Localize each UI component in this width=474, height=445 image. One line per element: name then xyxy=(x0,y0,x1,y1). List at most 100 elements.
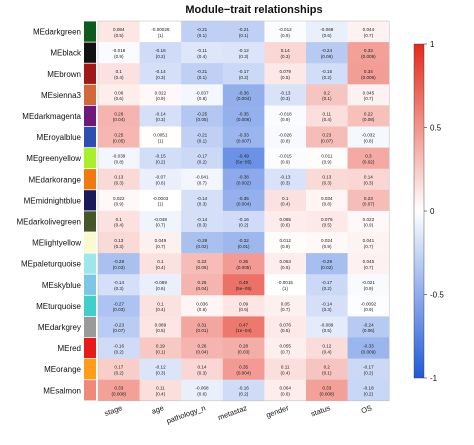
cell-pvalue-label: (0.7) xyxy=(280,349,290,354)
column-label: age xyxy=(150,403,165,416)
heatmap-cell xyxy=(98,126,140,148)
cell-correlation-label: 0.022 xyxy=(113,196,125,201)
colorbar: 1 0.5 0 -0.5 -1 xyxy=(413,40,444,383)
cell-pvalue-label: (0.4) xyxy=(114,75,124,80)
row-label: MEred xyxy=(57,344,81,353)
heatmap-cell xyxy=(139,253,182,275)
cell-pvalue-label: (0.07) xyxy=(113,328,125,333)
heatmap-cell xyxy=(139,105,182,127)
cell-pvalue-label: (0.8) xyxy=(364,138,374,143)
cell-correlation-label: -0.29 xyxy=(322,259,333,264)
heatmap-cell xyxy=(181,210,224,233)
heatmap-cell xyxy=(347,42,390,64)
cell-pvalue-label: (0.8) xyxy=(114,159,124,164)
module-color-swatch xyxy=(84,274,96,295)
module-color-swatch xyxy=(84,126,96,148)
cell-pvalue-label: (0.3) xyxy=(197,223,207,228)
module-color-swatch xyxy=(84,148,96,169)
cell-correlation-label: -0.12 xyxy=(238,48,249,53)
cell-correlation-label: -0.21 xyxy=(197,27,208,32)
cell-pvalue-label: (0.06) xyxy=(196,265,208,270)
cell-correlation-label: 0.26 xyxy=(198,343,207,348)
cell-correlation-label: 0.063 xyxy=(279,259,291,264)
cell-correlation-label: -0.38 xyxy=(238,175,249,180)
cell-correlation-label: 0.1 xyxy=(282,196,289,201)
cell-pvalue-label: (0.1) xyxy=(197,33,207,38)
cell-correlation-label: -0.068 xyxy=(195,386,208,391)
row-label: MEgreenyellow xyxy=(26,154,81,163)
heatmap-cell xyxy=(306,168,348,191)
cell-correlation-label: -0.21 xyxy=(197,132,208,137)
heatmap-cell xyxy=(264,274,307,296)
column-label: stage xyxy=(103,403,123,418)
cell-pvalue-label: (1) xyxy=(158,202,164,207)
heatmap-cell xyxy=(347,168,390,191)
cell-pvalue-label: (0.4) xyxy=(156,391,166,396)
cell-correlation-label: -0.35 xyxy=(238,196,249,201)
heatmap-cell xyxy=(98,210,140,233)
heatmap-cell xyxy=(222,210,265,233)
cell-pvalue-label: (0.02) xyxy=(321,265,333,270)
cell-correlation-label: -0.18 xyxy=(363,386,374,391)
heatmap-cell xyxy=(98,253,140,275)
cell-pvalue-label: (0.009) xyxy=(361,54,376,59)
cell-pvalue-label: (0.009) xyxy=(361,349,376,354)
cell-pvalue-label: (0.3) xyxy=(280,54,290,59)
cell-correlation-label: -0.026 xyxy=(279,132,292,137)
cell-pvalue-label: (0.7) xyxy=(364,96,374,101)
cell-pvalue-label: (0.04) xyxy=(196,286,208,291)
cell-pvalue-label: (0.1) xyxy=(156,349,166,354)
cell-correlation-label: -0.17 xyxy=(197,154,208,159)
heatmap-cell xyxy=(264,337,307,359)
cell-pvalue-label: (0.004) xyxy=(236,202,251,207)
heatmap-cell xyxy=(306,337,348,359)
cell-pvalue-label: (0.1) xyxy=(197,138,207,143)
cell-correlation-label: -0.36 xyxy=(238,90,249,95)
heatmap-cell xyxy=(306,105,348,127)
heatmap-cell xyxy=(98,316,140,338)
cell-pvalue-label: (0.3) xyxy=(156,117,166,122)
heatmap-cell xyxy=(98,147,140,169)
cell-pvalue-label: (0.6) xyxy=(114,96,124,101)
cell-pvalue-label: (0.3) xyxy=(197,202,207,207)
cell-correlation-label: -0.11 xyxy=(197,48,208,53)
heatmap-cell xyxy=(306,126,348,148)
row-label: MEbrown xyxy=(47,70,81,79)
heatmap-cell xyxy=(306,232,348,254)
row-label: MEorange xyxy=(44,365,81,374)
cell-pvalue-label: (0.7) xyxy=(197,180,207,185)
cell-pvalue-label: (0.008) xyxy=(320,391,335,396)
heatmap-cell xyxy=(139,147,182,169)
cell-correlation-label: 0.036 xyxy=(196,301,208,306)
cell-correlation-label: 0.14 xyxy=(364,175,373,180)
colorbar-gradient xyxy=(413,43,425,379)
module-color-swatch xyxy=(84,21,96,42)
heatmap-cell xyxy=(264,189,307,212)
cell-pvalue-label: (0.004) xyxy=(236,370,251,375)
cell-pvalue-label: (0.2) xyxy=(364,391,374,396)
cell-correlation-label: 0.0051 xyxy=(153,132,167,137)
cell-pvalue-label: (0.9) xyxy=(280,159,290,164)
cell-pvalue-label: (0.1) xyxy=(322,96,332,101)
heatmap-cell xyxy=(347,147,390,169)
cell-correlation-label: -0.089 xyxy=(320,322,333,327)
heatmap-cell xyxy=(139,295,182,317)
heatmap-cell xyxy=(222,21,265,43)
heatmap-cell xyxy=(306,379,348,402)
colorbar-tick-label: 0 xyxy=(430,207,435,216)
cell-correlation-label: -0.032 xyxy=(362,132,375,137)
cell-pvalue-label: (0.006) xyxy=(236,117,251,122)
heatmap-cell xyxy=(347,21,390,43)
colorbar-tick-label: -1 xyxy=(430,374,438,383)
cell-correlation-label: -0.21 xyxy=(197,69,208,74)
heatmap-cell xyxy=(306,84,348,106)
cell-correlation-label: 0.1 xyxy=(116,217,123,222)
heatmap-cell xyxy=(306,147,348,169)
cell-pvalue-label: (0.01) xyxy=(238,244,250,249)
heatmap-cell xyxy=(181,316,224,338)
heatmap-cell xyxy=(181,168,224,191)
cell-pvalue-label: (1) xyxy=(158,138,164,143)
cell-correlation-label: -0.0015 xyxy=(277,280,293,285)
cell-correlation-label: -0.018 xyxy=(279,111,292,116)
